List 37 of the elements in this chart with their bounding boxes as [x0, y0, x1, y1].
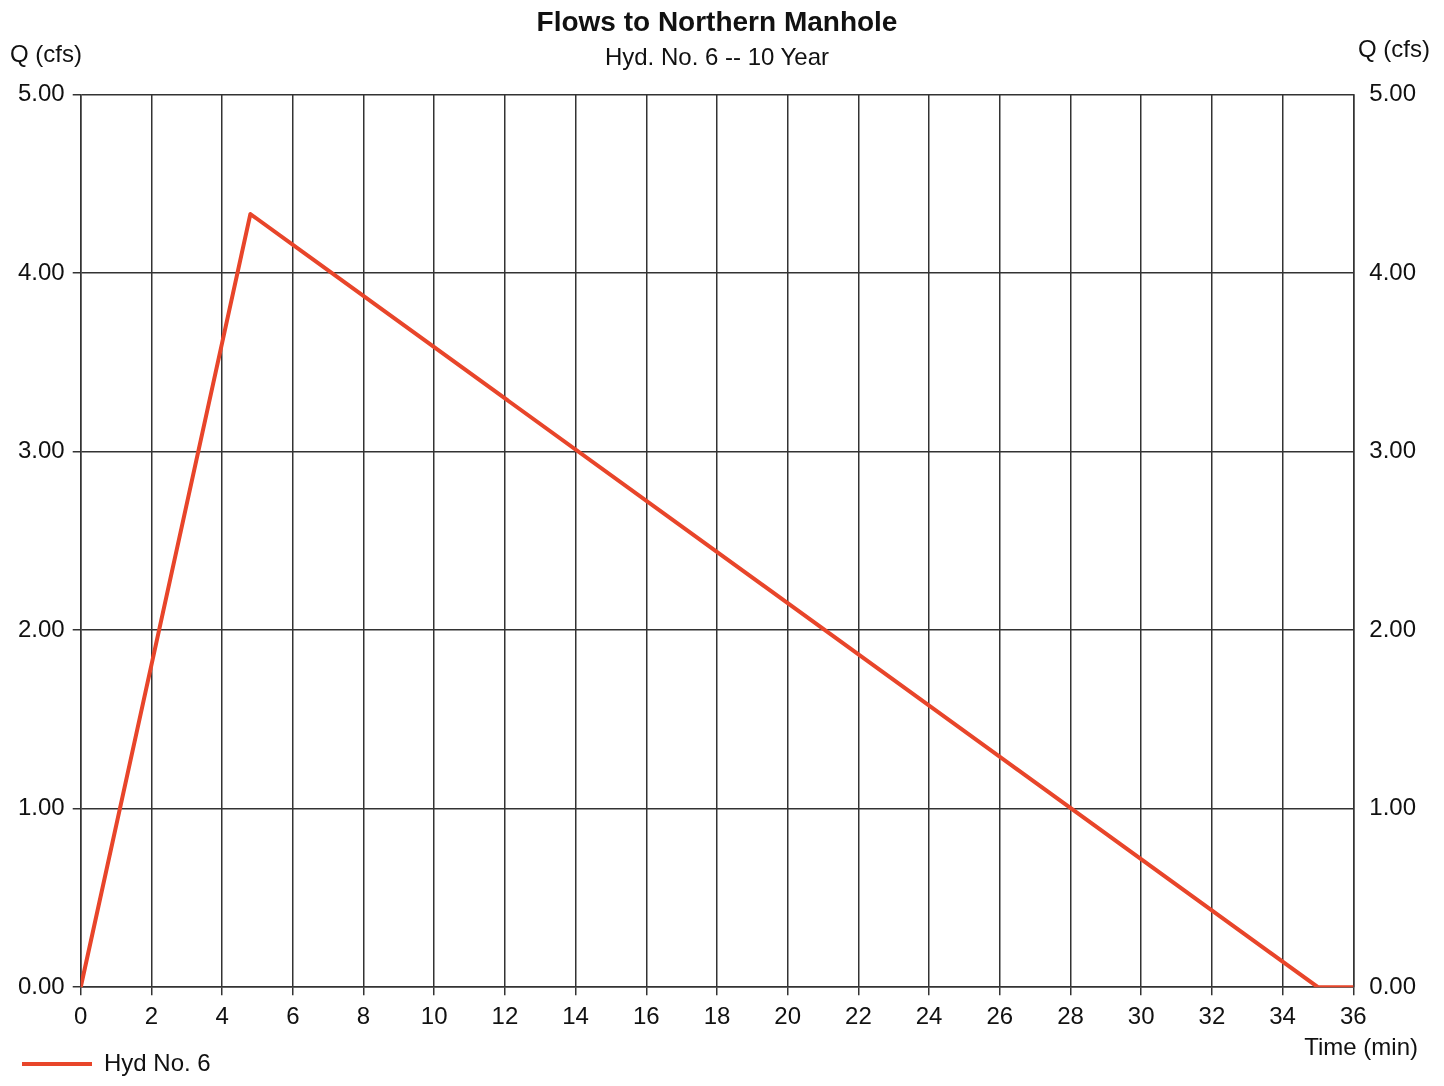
y-axis-title: Q (cfs): [10, 40, 82, 67]
x-tick-label: 8: [356, 1002, 371, 1030]
y-tick-label: 0.00: [17, 971, 65, 999]
x-tick-label: 10: [420, 1002, 448, 1030]
y-tick-label: 2.00: [17, 614, 65, 642]
chart-title: Flows to Northern Manhole: [536, 5, 898, 37]
y2-tick-label: 3.00: [1369, 436, 1417, 464]
y-tick-label: 3.00: [17, 436, 65, 464]
legend-label: Hyd No. 6: [104, 1048, 211, 1076]
x-tick-label: 4: [215, 1002, 229, 1030]
y-tick-label: 1.00: [17, 793, 65, 821]
y2-axis-title: Q (cfs): [1358, 35, 1430, 62]
x-tick-label: 24: [915, 1002, 943, 1030]
y2-tick-label: 5.00: [1369, 79, 1417, 107]
y-tick-label: 4.00: [17, 257, 65, 285]
x-tick-label: 12: [491, 1002, 519, 1030]
y2-tick-label: 1.00: [1369, 793, 1417, 821]
y2-tick-label: 4.00: [1369, 257, 1417, 285]
x-tick-label: 34: [1269, 1002, 1296, 1030]
x-tick-label: 18: [703, 1002, 731, 1030]
x-tick-label: 2: [144, 1002, 159, 1030]
chart-subtitle: Hyd. No. 6 -- 10 Year: [604, 42, 830, 70]
x-tick-label: 36: [1339, 1002, 1367, 1030]
x-tick-label: 0: [74, 1002, 88, 1030]
y-tick-label: 5.00: [17, 79, 65, 107]
x-tick-label: 30: [1127, 1002, 1155, 1030]
x-tick-label: 28: [1057, 1002, 1084, 1030]
x-axis-title: Time (min): [1304, 1033, 1418, 1060]
y2-tick-label: 0.00: [1369, 971, 1417, 999]
x-tick-label: 20: [774, 1002, 802, 1030]
x-tick-label: 22: [845, 1002, 872, 1030]
x-tick-label: 32: [1198, 1002, 1226, 1030]
x-tick-label: 14: [562, 1002, 589, 1030]
x-tick-label: 16: [632, 1002, 660, 1030]
x-tick-label: 6: [286, 1002, 300, 1030]
y2-tick-label: 2.00: [1369, 614, 1417, 642]
x-tick-label: 26: [986, 1002, 1014, 1030]
